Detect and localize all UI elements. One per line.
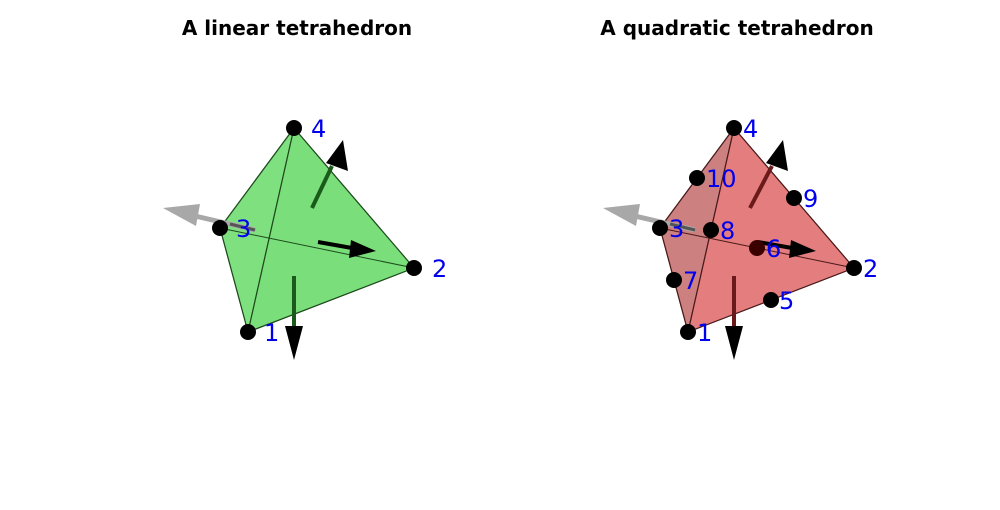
linear-tetrahedron: 1 2 3 4: [163, 115, 447, 360]
quadratic-node: [786, 190, 802, 206]
quadratic-node-label: 6: [766, 235, 781, 263]
linear-node: [240, 324, 256, 340]
quadratic-node: [763, 292, 779, 308]
linear-title: A linear tetrahedron: [181, 16, 413, 40]
linear-edge: [247, 267, 415, 333]
quadratic-node-label: 3: [669, 215, 684, 243]
linear-edge: [219, 227, 249, 333]
linear-edge: [247, 127, 295, 333]
quadratic-node-label: 7: [683, 267, 698, 295]
linear-node: [286, 120, 302, 136]
linear-edge: [293, 127, 415, 269]
quadratic-node-label: 4: [743, 115, 758, 143]
quadratic-node: [680, 324, 696, 340]
linear-edge-hidden: [219, 227, 415, 269]
quadratic-tetrahedron: 1 2 3 4 5 6 7 8 9 10: [603, 115, 878, 360]
quadratic-node-label: 1: [697, 319, 712, 347]
quadratic-node: [666, 272, 682, 288]
quadratic-node-label: 2: [863, 255, 878, 283]
quadratic-face-front-overlay: [688, 128, 854, 332]
linear-node-label: 3: [236, 215, 251, 243]
linear-normal-arrow-up: [310, 140, 348, 209]
linear-node: [406, 260, 422, 276]
linear-normal-arrow-right: [317, 240, 376, 258]
quadratic-node-label: 8: [720, 217, 735, 245]
quadratic-node: [846, 260, 862, 276]
quadratic-node: [689, 170, 705, 186]
quadratic-normal-arrow-down: [725, 276, 743, 360]
linear-edge: [219, 127, 295, 229]
quadratic-node: [726, 120, 742, 136]
quadratic-title: A quadratic tetrahedron: [600, 16, 874, 40]
quadratic-normal-arrow-right: [757, 240, 816, 258]
linear-normal-arrow-down: [285, 276, 303, 360]
quadratic-normal-arrow-up: [748, 140, 788, 209]
quadratic-node: [652, 220, 668, 236]
quadratic-node-label: 9: [803, 185, 818, 213]
linear-node-label: 2: [432, 255, 447, 283]
quadratic-node: [703, 222, 719, 238]
linear-face-front-overlay: [248, 128, 414, 332]
quadratic-node-label: 5: [779, 287, 794, 315]
linear-node-label: 4: [311, 115, 326, 143]
quadratic-node: [749, 240, 765, 256]
quadratic-node-label: 10: [706, 165, 737, 193]
linear-node: [212, 220, 228, 236]
linear-node-label: 1: [264, 319, 279, 347]
